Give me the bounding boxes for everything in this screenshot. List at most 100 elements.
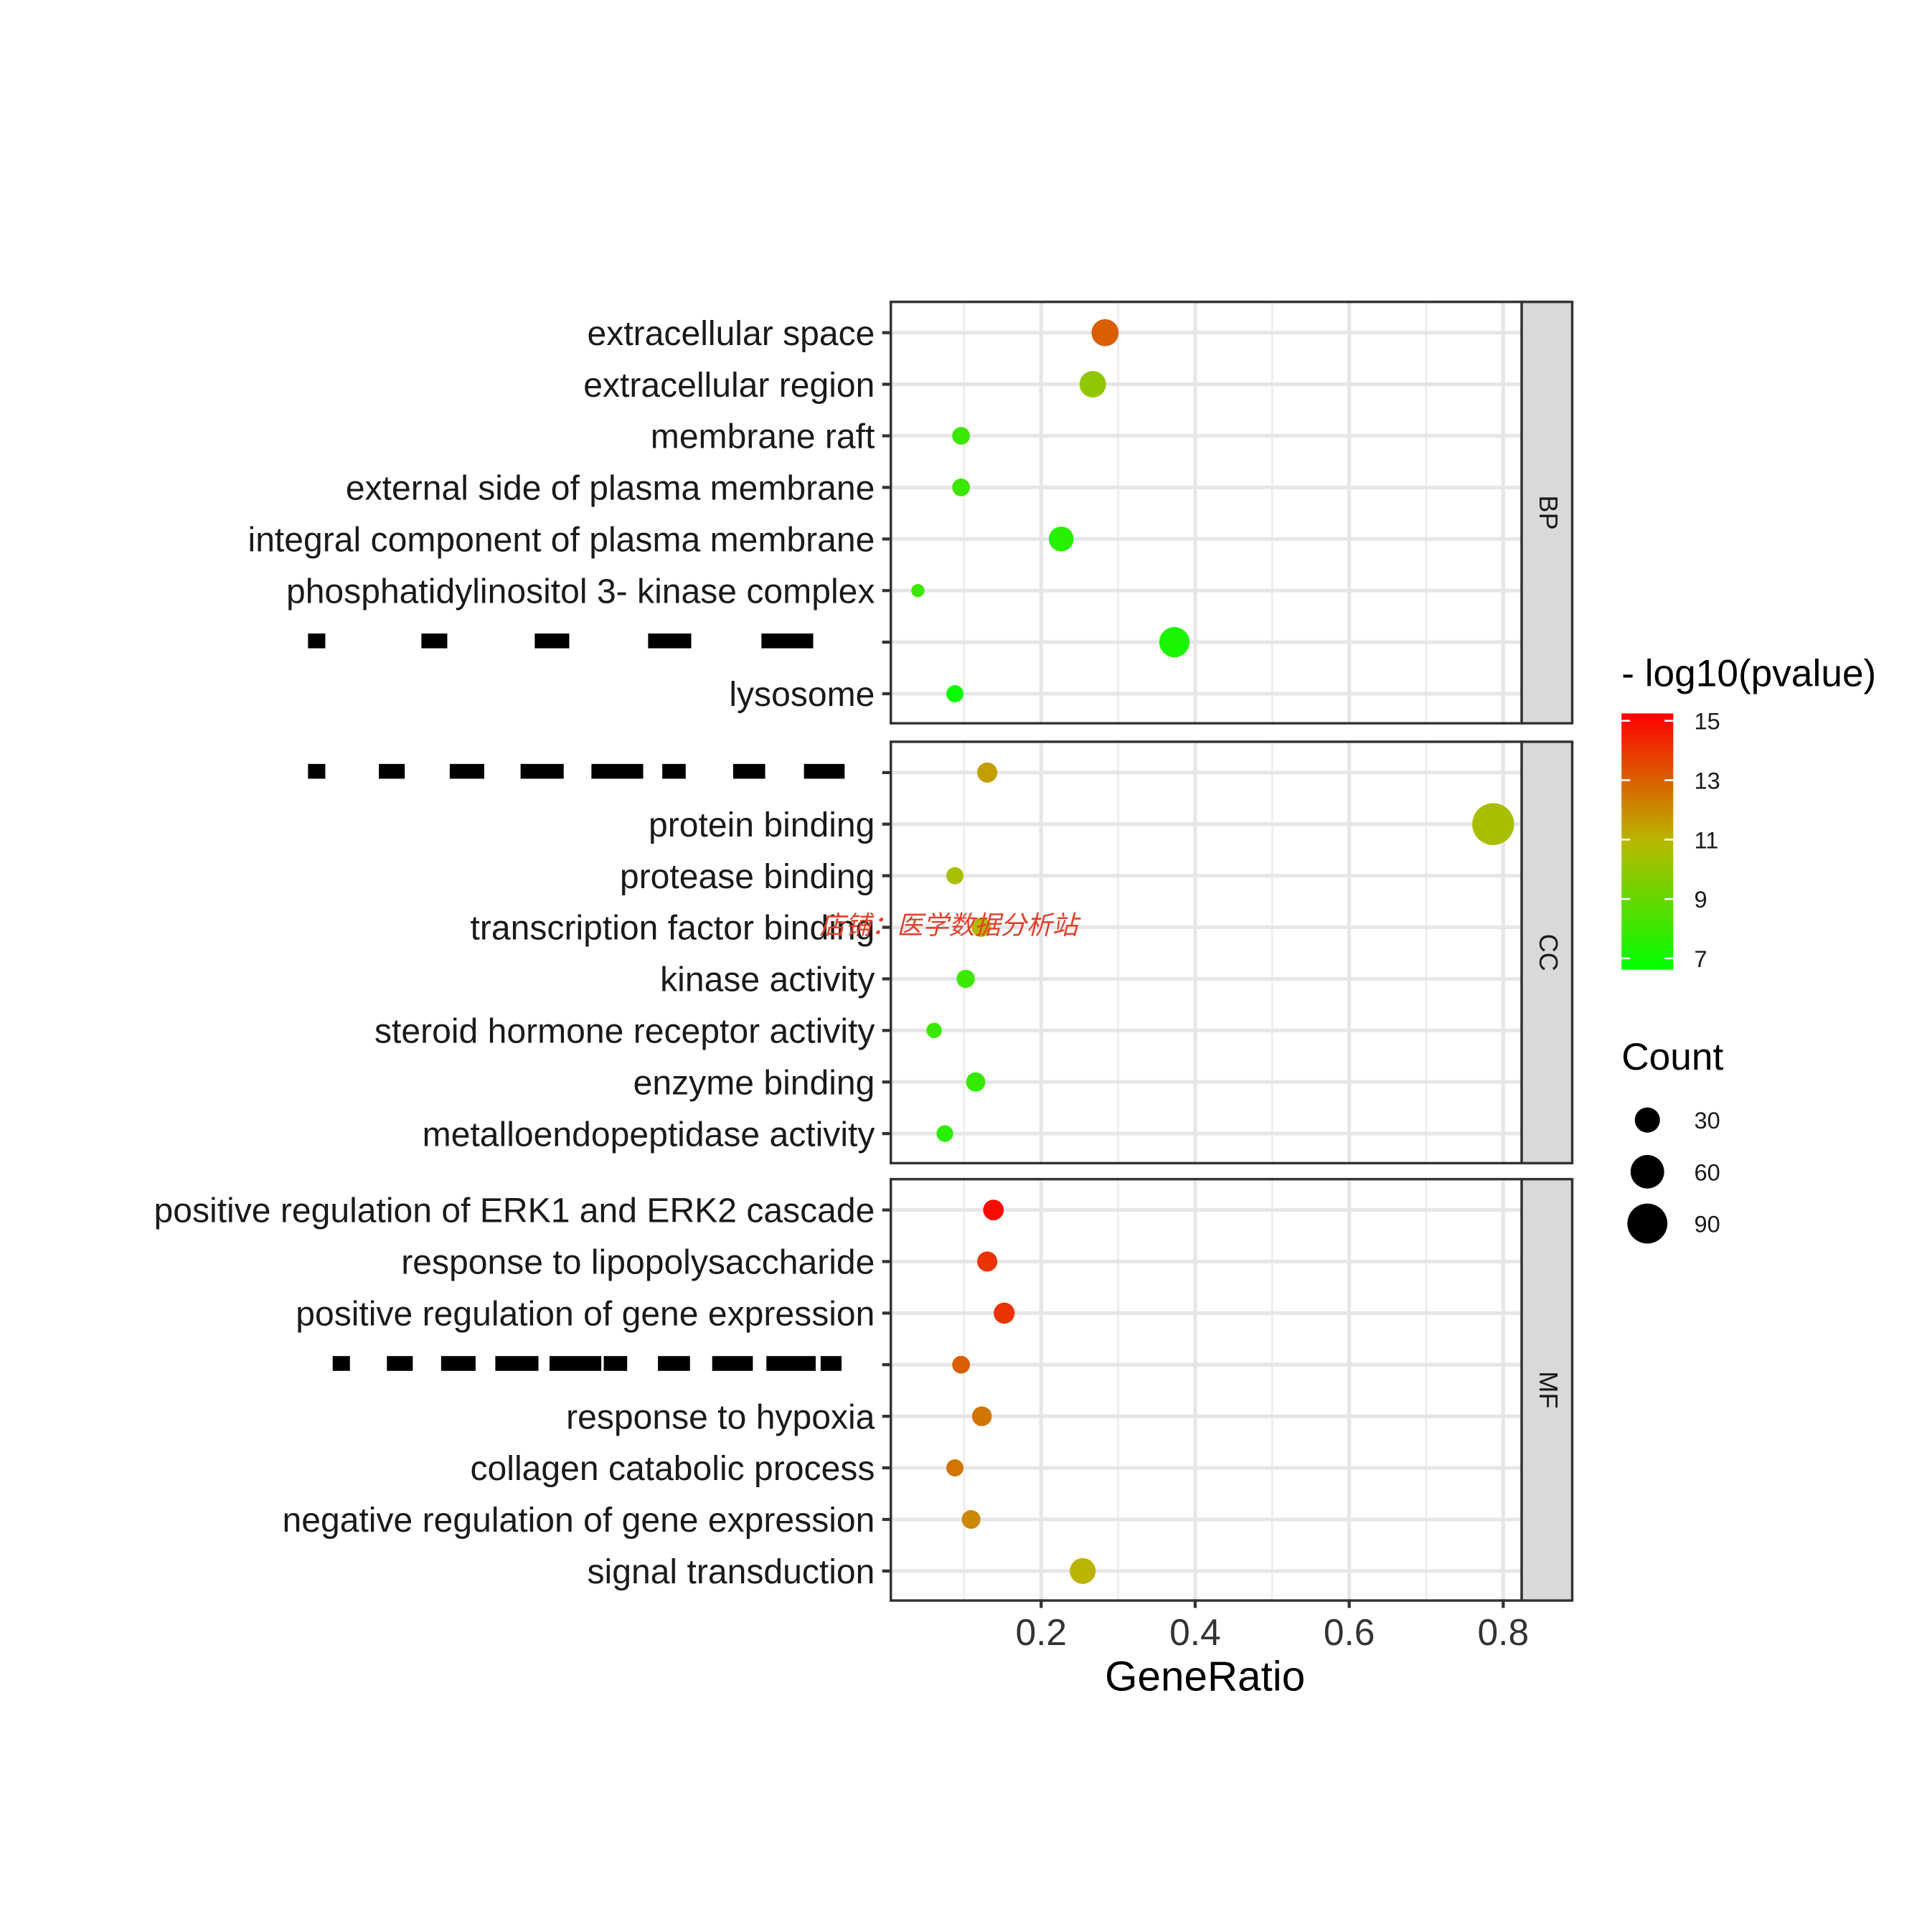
y-label: membrane raft [651, 418, 875, 456]
facet-strip [1520, 740, 1574, 1165]
data-point [977, 1251, 998, 1272]
colorbar [1621, 713, 1674, 970]
panel-mf: positive regulation of ERK1 and ERK2 cas… [154, 1177, 1574, 1602]
data-point [977, 762, 998, 783]
y-label: extracellular space [588, 314, 875, 353]
y-label: phosphatidylinositol 3- kinase complex [286, 572, 875, 611]
colorbar-label: 9 [1695, 886, 1707, 913]
y-label: collagen catabolic process [470, 1449, 875, 1488]
redaction-block [308, 633, 326, 649]
y-label: metalloendopeptidase activity [423, 1115, 875, 1154]
x-tick-label: 0.6 [1324, 1611, 1375, 1653]
data-point [946, 867, 964, 885]
y-label: external side of plasma membrane [346, 469, 875, 508]
data-point [971, 918, 991, 937]
data-point [961, 1509, 981, 1529]
x-axis-title: GeneRatio [1105, 1653, 1305, 1700]
y-label: response to lipopolysaccharide [401, 1243, 875, 1282]
colorbar-label: 7 [1695, 946, 1707, 972]
redaction-block [761, 633, 814, 649]
data-point [911, 583, 925, 598]
redaction-block [658, 1356, 690, 1371]
redaction-block [449, 763, 484, 779]
colorbar-label: 11 [1695, 826, 1719, 853]
color-legend: - log10(pvalue) 15 13 11 9 7 [1621, 653, 1876, 972]
data-point [946, 1459, 964, 1477]
data-point [936, 1125, 953, 1142]
redaction-block [804, 763, 845, 779]
y-label: response to hypoxia [566, 1398, 875, 1436]
y-label: extracellular region [583, 366, 875, 405]
x-tick-label: 0.8 [1478, 1611, 1530, 1653]
redaction-block [332, 1356, 350, 1371]
size-legend-label: 30 [1695, 1107, 1720, 1134]
size-legend: Count 30 60 90 [1621, 1036, 1723, 1244]
y-label: enzyme binding [633, 1063, 875, 1102]
redaction-block [440, 1356, 476, 1371]
facet-strip-label: CC [1534, 934, 1563, 971]
y-label: kinase activity [660, 961, 875, 999]
data-point [983, 1200, 1004, 1220]
data-point [994, 1302, 1015, 1324]
data-point [966, 1072, 986, 1092]
y-label: lysosome [729, 675, 875, 714]
x-axis: 0.2 0.4 0.6 0.8 [1015, 1599, 1529, 1653]
redaction-block [591, 763, 644, 779]
y-label: signal transduction [588, 1552, 875, 1591]
size-legend-label: 60 [1695, 1159, 1720, 1185]
y-label: transcription factor binding [471, 909, 875, 948]
data-point [1070, 1558, 1096, 1584]
redaction-block [421, 633, 448, 649]
data-point [1472, 803, 1514, 845]
redaction-block [712, 1356, 753, 1371]
redaction-block [603, 1356, 628, 1371]
redaction-block [732, 763, 765, 779]
panel-bp: extracellular space extracellular region m… [248, 301, 1574, 725]
data-point [1091, 319, 1119, 347]
facet-strip [1520, 301, 1574, 725]
size-legend-dot [1627, 1203, 1668, 1244]
redacted-label [308, 633, 814, 649]
data-point [971, 1406, 992, 1426]
redaction-block [766, 1356, 816, 1371]
size-legend-title: Count [1621, 1036, 1723, 1078]
y-label: negative regulation of gene expression [282, 1501, 875, 1540]
redacted-label [332, 1356, 842, 1371]
data-point [952, 1355, 970, 1374]
facet-strip-label: MF [1534, 1371, 1563, 1408]
size-legend-label: 90 [1695, 1210, 1720, 1237]
facet-strip-label: BP [1534, 495, 1563, 529]
y-label: protease binding [620, 857, 875, 896]
watermark: 店铺：医学数据分析站 [819, 910, 1081, 940]
panel-cc: protein binding protease binding transcrip… [308, 740, 1574, 1165]
data-point [1079, 371, 1106, 398]
data-point [952, 479, 970, 496]
x-tick-label: 0.2 [1015, 1611, 1067, 1653]
y-label: positive regulation of ERK1 and ERK2 cas… [154, 1192, 875, 1230]
y-label: protein binding [649, 806, 875, 844]
colorbar-label: 13 [1695, 768, 1720, 794]
redaction-block [662, 763, 686, 779]
data-point [956, 969, 975, 989]
size-legend-dot [1630, 1154, 1664, 1189]
redaction-block [820, 1356, 842, 1371]
redaction-block [549, 1356, 602, 1371]
colorbar-label: 15 [1695, 708, 1720, 735]
redaction-block [520, 763, 564, 779]
plot-area: extracellular space extracellular region m… [154, 301, 1574, 1653]
size-legend-dot [1634, 1107, 1660, 1133]
panel-background [890, 301, 1522, 724]
data-point [1159, 626, 1190, 658]
facet-strip [1520, 1177, 1574, 1602]
color-legend-title: - log10(pvalue) [1621, 653, 1876, 695]
data-point [1048, 526, 1074, 552]
redaction-block [308, 763, 326, 779]
redaction-block [534, 633, 570, 649]
redaction-block [379, 763, 405, 779]
redacted-label [308, 763, 845, 779]
data-point [952, 427, 970, 445]
data-point [926, 1022, 942, 1039]
y-label: integral component of plasma membrane [248, 520, 875, 559]
panel-background [890, 741, 1522, 1164]
